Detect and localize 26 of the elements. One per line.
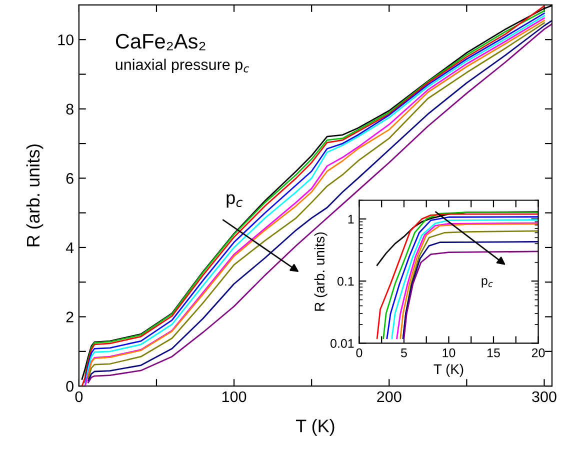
x-tick-label: 20	[532, 348, 545, 358]
y-tick-label: 2	[66, 312, 74, 322]
x-tick-label: 5	[401, 348, 407, 358]
annotation: p$_{c}$	[482, 278, 493, 288]
y-tick-label: 0.01	[330, 339, 354, 348]
y-axis-title: R (arb. units)	[26, 144, 44, 246]
x-tick-label: 300	[532, 391, 556, 402]
y-tick-label: 0	[66, 380, 74, 392]
x-tick-label: 100	[222, 391, 246, 402]
y-tick-label: 1	[348, 214, 354, 224]
y-tick-label: 6	[66, 173, 74, 184]
y-axis-title: R (arb. units)	[314, 232, 328, 311]
y-tick-label: 0.1	[337, 276, 354, 286]
x-tick-label: 0	[356, 348, 362, 358]
y-tick-label: 10	[58, 34, 74, 46]
y-tick-label: 4	[66, 242, 74, 254]
x-axis-title: T (K)	[296, 419, 334, 436]
annotation: uniaxial pressure p$_{c}$	[116, 58, 249, 73]
y-tick-label: 8	[66, 104, 74, 115]
x-tick-label: 200	[377, 391, 402, 402]
x-axis-title: T (K)	[434, 364, 464, 377]
x-tick-label: 10	[442, 348, 456, 358]
annotation: p$_{c}$	[226, 194, 243, 208]
annotation: CaFe₂As₂	[116, 34, 206, 50]
x-tick-label: 15	[487, 348, 500, 358]
x-tick-label: 0	[75, 391, 83, 402]
